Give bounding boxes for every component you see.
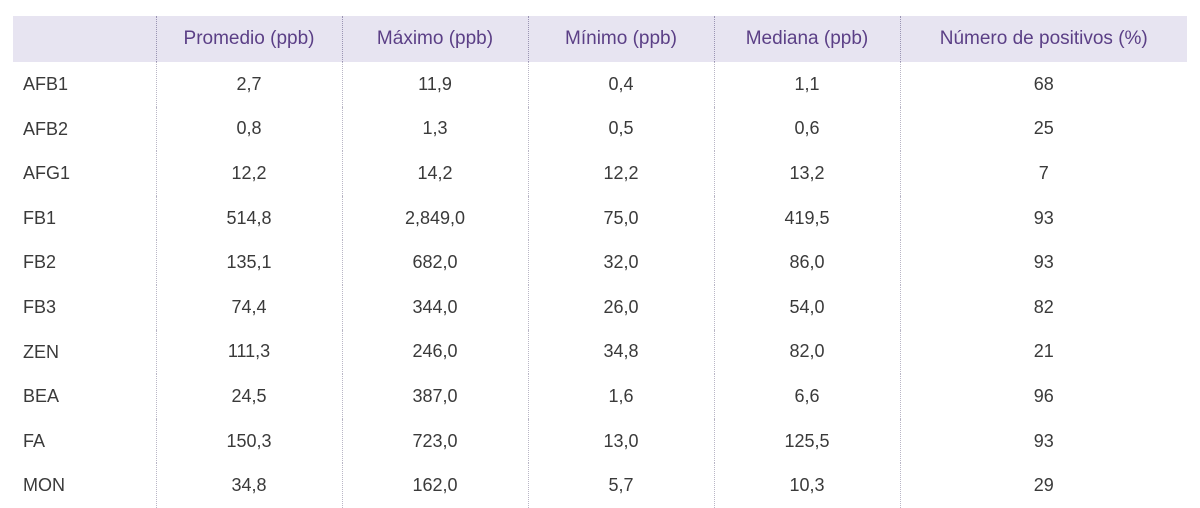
cell-minimo: 13,0 — [527, 418, 714, 464]
cell-maximo: 344,0 — [341, 284, 528, 330]
cell-minimo: 32,0 — [527, 240, 714, 285]
cell-maximo: 1,3 — [341, 106, 528, 152]
table-row: AFG1 12,2 14,2 12,2 13,2 7 — [13, 151, 1187, 196]
cell-mediana: 6,6 — [713, 374, 900, 419]
cell-promedio: 2,7 — [155, 62, 342, 107]
cell-mediana: 13,2 — [713, 151, 900, 196]
table-row: MON 34,8 162,0 5,7 10,3 29 — [13, 463, 1187, 508]
cell-promedio: 150,3 — [155, 418, 342, 464]
cell-mediana: 86,0 — [713, 240, 900, 285]
cell-maximo: 162,0 — [341, 463, 528, 508]
cell-positivos: 21 — [899, 329, 1187, 375]
header-cell-promedio: Promedio (ppb) — [155, 16, 342, 62]
row-label: AFB1 — [23, 74, 69, 94]
table-row: FB3 74,4 344,0 26,0 54,0 82 — [13, 284, 1187, 330]
cell-minimo: 26,0 — [527, 284, 714, 330]
header-cell-mediana: Mediana (ppb) — [713, 16, 900, 62]
cell-minimo: 0,5 — [527, 106, 714, 152]
cell-mediana: 54,0 — [713, 284, 900, 330]
cell-promedio: 24,5 — [155, 374, 342, 419]
table-row: ZEN 111,3 246,0 34,8 82,0 21 — [13, 329, 1187, 375]
row-label: FB3 — [23, 296, 57, 317]
cell-maximo: 246,0 — [341, 329, 528, 375]
row-label: FB2 — [23, 252, 57, 273]
cell-promedio: 74,4 — [155, 284, 342, 330]
table-row: FB1 514,8 2,849,0 75,0 419,5 93 — [13, 195, 1187, 241]
cell-minimo: 34,8 — [527, 329, 714, 375]
mycotoxin-table: Promedio (ppb) Máximo (ppb) Mínimo (ppb)… — [13, 16, 1187, 508]
row-label: MON — [23, 475, 65, 496]
header-cell-empty — [13, 16, 156, 62]
cell-maximo: 2,849,0 — [341, 195, 528, 241]
cell-positivos: 29 — [899, 463, 1187, 508]
row-label: AFG1 — [23, 163, 71, 184]
table-row: AFB1 2,7 11,9 0,4 1,1 68 — [13, 62, 1187, 107]
cell-minimo: 0,4 — [527, 62, 714, 107]
cell-positivos: 68 — [899, 62, 1187, 107]
data-table-container: Promedio (ppb) Máximo (ppb) Mínimo (ppb)… — [13, 16, 1187, 508]
cell-positivos: 96 — [899, 374, 1187, 419]
cell-mediana: 419,5 — [713, 195, 900, 241]
cell-promedio: 514,8 — [155, 195, 342, 241]
row-label: FA — [23, 430, 46, 451]
table-row: FA 150,3 723,0 13,0 125,5 93 — [13, 418, 1187, 464]
header-row: Promedio (ppb) Máximo (ppb) Mínimo (ppb)… — [13, 16, 1187, 62]
cell-promedio: 12,2 — [155, 151, 342, 196]
row-label: AFB2 — [23, 118, 69, 139]
table-row: BEA 24,5 387,0 1,6 6,6 96 — [13, 374, 1187, 419]
cell-positivos: 93 — [899, 195, 1187, 241]
header-cell-positivos: Número de positivos (%) — [899, 16, 1187, 62]
cell-maximo: 723,0 — [341, 418, 528, 464]
cell-minimo: 1,6 — [527, 374, 714, 419]
cell-maximo: 14,2 — [341, 151, 528, 196]
cell-positivos: 25 — [899, 106, 1187, 152]
cell-maximo: 682,0 — [341, 240, 528, 285]
header-cell-maximo: Máximo (ppb) — [341, 16, 528, 62]
cell-promedio: 111,3 — [155, 329, 342, 375]
table-body: AFB1 2,7 11,9 0,4 1,1 68 AFB2 0,8 1,3 0,… — [13, 62, 1187, 508]
cell-mediana: 0,6 — [713, 106, 900, 152]
cell-positivos: 93 — [899, 240, 1187, 285]
cell-minimo: 12,2 — [527, 151, 714, 196]
cell-positivos: 7 — [899, 151, 1187, 196]
table-row: FB2 135,1 682,0 32,0 86,0 93 — [13, 240, 1187, 285]
cell-minimo: 75,0 — [527, 195, 714, 241]
cell-minimo: 5,7 — [527, 463, 714, 508]
row-label: FB1 — [23, 207, 57, 228]
table-row: AFB2 0,8 1,3 0,5 0,6 25 — [13, 106, 1187, 152]
cell-mediana: 10,3 — [713, 463, 900, 508]
cell-positivos: 82 — [899, 284, 1187, 330]
cell-promedio: 0,8 — [155, 106, 342, 152]
table-header: Promedio (ppb) Máximo (ppb) Mínimo (ppb)… — [13, 16, 1187, 62]
header-cell-minimo: Mínimo (ppb) — [527, 16, 714, 62]
cell-maximo: 387,0 — [341, 374, 528, 419]
cell-mediana: 1,1 — [713, 62, 900, 107]
row-label: BEA — [23, 386, 60, 407]
cell-maximo: 11,9 — [341, 62, 528, 107]
cell-promedio: 34,8 — [155, 463, 342, 508]
cell-promedio: 135,1 — [155, 240, 342, 285]
cell-mediana: 125,5 — [713, 418, 900, 464]
cell-mediana: 82,0 — [713, 329, 900, 375]
row-label: ZEN — [23, 341, 59, 362]
cell-positivos: 93 — [899, 418, 1187, 464]
